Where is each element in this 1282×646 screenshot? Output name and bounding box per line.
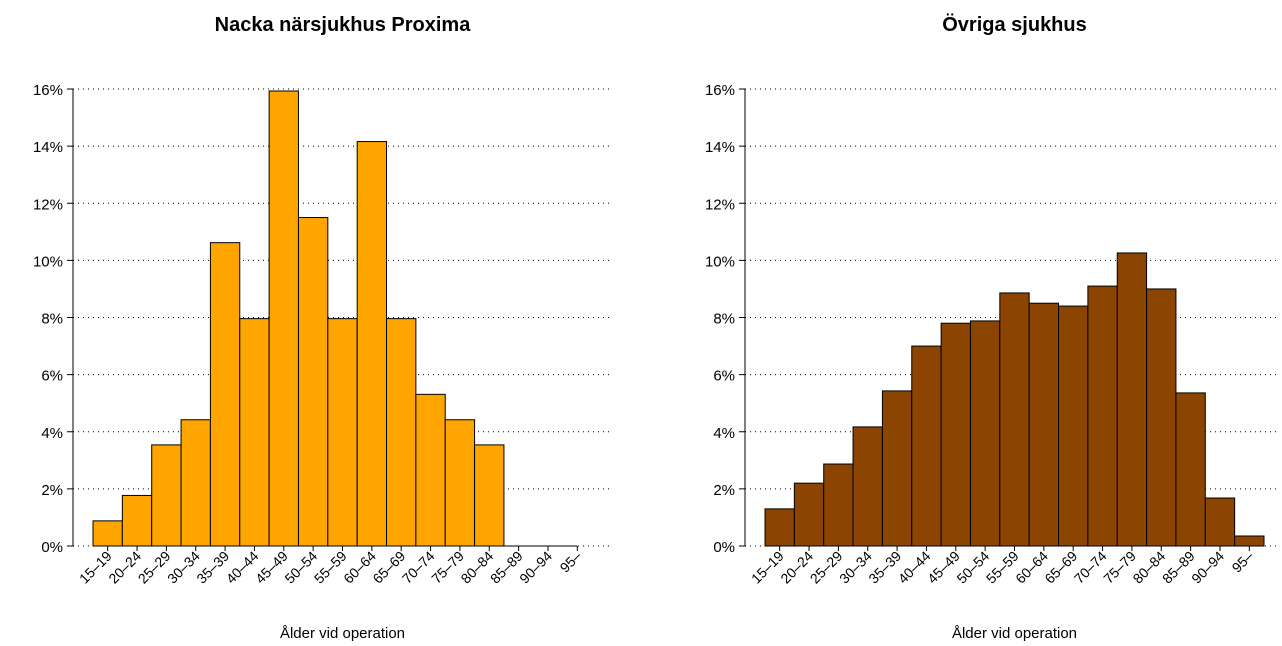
bar [1175, 392, 1206, 547]
y-tick-label: 12% [705, 196, 735, 213]
x-tick-label: 70–74 [399, 548, 438, 587]
y-tick-label: 4% [41, 425, 63, 442]
bar [356, 141, 388, 547]
bar [793, 482, 825, 547]
y-tick-label: 14% [705, 139, 735, 156]
x-axis-label: Ålder vid operation [280, 625, 405, 642]
x-tick-label: 90–94 [516, 548, 555, 587]
x-tick-label: 20–24 [777, 548, 816, 587]
x-tick-label: 45–49 [924, 548, 963, 587]
bar [764, 508, 795, 547]
bar [1028, 302, 1060, 547]
bar [1087, 285, 1118, 547]
x-tick-label: 30–34 [836, 548, 875, 587]
bar [92, 520, 123, 547]
y-tick-label: 6% [713, 368, 735, 385]
y-tick-label: 12% [33, 196, 63, 213]
y-tick-label: 16% [705, 82, 735, 99]
x-tick-label: 60–64 [340, 548, 379, 587]
x-tick-label: 50–54 [281, 548, 320, 587]
x-tick-label: 80–84 [1130, 548, 1169, 587]
y-tick-label: 4% [713, 425, 735, 442]
y-tick-label: 8% [41, 311, 63, 328]
y-tick-label: 6% [41, 368, 63, 385]
bar [386, 318, 417, 547]
bar [415, 393, 446, 547]
x-tick-label: 90–94 [1188, 548, 1227, 587]
bar [121, 494, 153, 547]
bar [474, 444, 505, 547]
bar [268, 90, 299, 547]
bar [180, 419, 211, 547]
x-tick-label: 55–59 [983, 548, 1022, 587]
x-tick-label: 95– [1229, 548, 1257, 576]
y-tick-label: 8% [713, 311, 735, 328]
chart-title: Övriga sjukhus [942, 13, 1087, 36]
x-tick-label: 40–44 [895, 548, 934, 587]
y-tick-label: 14% [33, 139, 63, 156]
x-tick-label: 85–89 [487, 548, 526, 587]
bar [297, 217, 329, 547]
y-tick-label: 16% [33, 82, 63, 99]
bar [999, 292, 1030, 547]
x-tick-label: 35–39 [865, 548, 904, 587]
y-tick-label: 0% [41, 539, 63, 556]
x-tick-label: 70–74 [1071, 548, 1110, 587]
bar [852, 426, 883, 547]
x-tick-label: 75–79 [428, 548, 467, 587]
x-axis-label: Ålder vid operation [952, 625, 1077, 642]
bar [239, 318, 270, 547]
x-tick-label: 65–69 [1041, 548, 1080, 587]
bar [209, 242, 241, 547]
x-tick-label: 35–39 [193, 548, 232, 587]
y-tick-label: 2% [41, 482, 63, 499]
bar [1058, 305, 1089, 547]
x-tick-label: 85–89 [1159, 548, 1198, 587]
x-tick-label: 65–69 [369, 548, 408, 587]
x-tick-label: 15–19 [748, 548, 787, 587]
bar [444, 419, 476, 547]
x-tick-label: 15–19 [76, 548, 115, 587]
x-tick-label: 75–79 [1100, 548, 1139, 587]
bar [1234, 535, 1265, 547]
x-tick-label: 50–54 [953, 548, 992, 587]
y-tick-label: 10% [705, 253, 735, 270]
y-tick-label: 0% [713, 539, 735, 556]
bar [1204, 497, 1236, 547]
x-tick-label: 40–44 [223, 548, 262, 587]
x-tick-label: 80–84 [458, 548, 497, 587]
bar [327, 318, 358, 547]
bar [1116, 252, 1148, 547]
x-tick-label: 30–34 [164, 548, 203, 587]
x-tick-label: 95– [557, 548, 585, 576]
x-tick-label: 55–59 [311, 548, 350, 587]
bar [881, 390, 913, 547]
bar [911, 345, 942, 547]
bar [823, 463, 854, 547]
bar [969, 320, 1001, 547]
x-tick-label: 25–29 [135, 548, 174, 587]
y-tick-label: 2% [713, 482, 735, 499]
x-tick-label: 25–29 [807, 548, 846, 587]
bar [1146, 288, 1177, 547]
chart-title: Nacka närsjukhus Proxima [215, 14, 472, 36]
bar [940, 322, 971, 547]
x-tick-label: 60–64 [1012, 548, 1051, 587]
y-tick-label: 10% [33, 253, 63, 270]
x-tick-label: 20–24 [105, 548, 144, 587]
bar [151, 444, 182, 547]
x-tick-label: 45–49 [252, 548, 291, 587]
